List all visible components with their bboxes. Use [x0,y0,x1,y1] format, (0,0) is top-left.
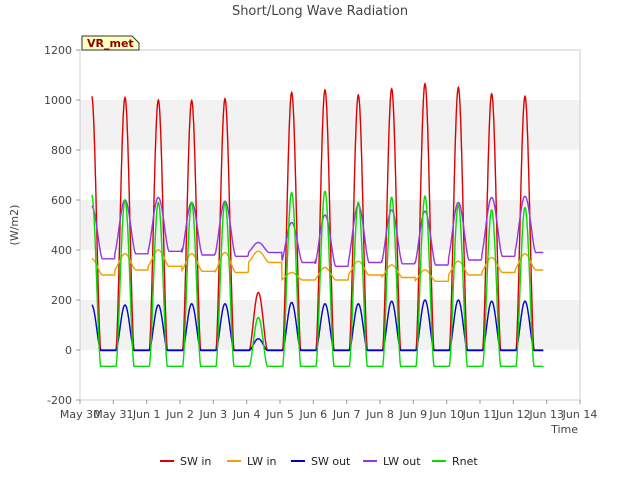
series-line-rnet [91,190,544,367]
x-tick-label: May 31 [93,408,133,421]
x-tick-label: Jun 8 [365,408,394,421]
legend-label: Rnet [452,455,478,468]
y-tick-label: 1200 [44,44,72,57]
x-tick-label: Jun 11 [462,408,498,421]
x-tick-label: Jun 9 [398,408,427,421]
x-tick-label: Jun 3 [198,408,227,421]
x-tick-label: Jun 12 [495,408,531,421]
y-axis-ticks: -200 0 200 400 600 800 1000 1200 [44,44,80,407]
x-tick-label: Jun 4 [232,408,261,421]
legend-label: LW out [383,455,421,468]
y-tick-label: 600 [51,194,72,207]
x-tick-label: Jun 7 [332,408,361,421]
legend-label: SW out [311,455,351,468]
legend-label: LW in [247,455,277,468]
site-label-box: VR_met [81,35,140,51]
x-tick-label: Jun 1 [132,408,161,421]
x-axis-label: Time [550,423,578,436]
site-label: VR_met [87,37,134,50]
x-tick-label: Jun 14 [562,408,598,421]
y-tick-label: -200 [47,394,72,407]
x-tick-label: Jun 2 [165,408,194,421]
grid-band [80,100,580,150]
chart-title: Short/Long Wave Radiation [232,4,408,19]
y-tick-label: 800 [51,144,72,157]
legend: SW in LW in SW out LW out Rnet [160,455,478,468]
series-lines [91,82,544,367]
y-tick-label: 400 [51,244,72,257]
x-tick-label: Jun 5 [265,408,294,421]
y-tick-label: 200 [51,294,72,307]
site-label-frame [81,35,140,51]
grid-band [80,350,580,400]
x-tick-label: Jun 6 [298,408,327,421]
y-axis-label: (W/m2) [8,205,21,246]
legend-label: SW in [180,455,211,468]
x-tick-label: May 30 [60,408,100,421]
grid-band [80,150,580,200]
plot-frame [79,49,581,401]
x-tick-label: Jun 13 [528,408,564,421]
series-line-lw-in [91,249,544,283]
y-tick-label: 0 [65,344,72,357]
grid-band [80,50,580,100]
y-tick-label: 1000 [44,94,72,107]
x-tick-label: Jun 10 [428,408,464,421]
series-line-lw-out [91,195,544,267]
